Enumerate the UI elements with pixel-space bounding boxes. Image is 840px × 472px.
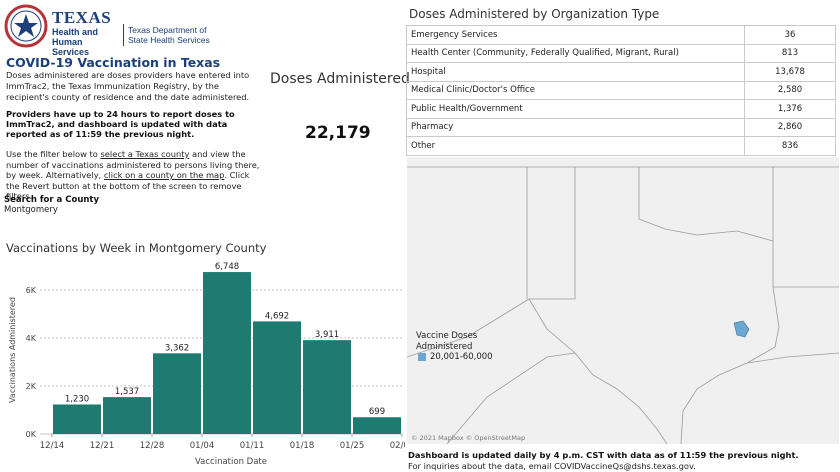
- instructions-text-b: and view the number of vaccinations admi…: [6, 149, 260, 180]
- y-tick-label: 4K: [26, 334, 37, 343]
- bar-value-label: 4,692: [265, 311, 289, 321]
- bar: [53, 404, 101, 434]
- map-legend-swatch: [418, 353, 426, 361]
- mexico-border: [407, 298, 530, 358]
- weekly-vaccinations-bar-chart: 0K 2K 4K 6K 1,230 1,537 3,362 6,748 4,692 3,911 69…: [8, 262, 405, 467]
- bar-value-label: 1,537: [115, 387, 139, 397]
- map-legend-label: 20,001-60,000: [430, 352, 493, 362]
- instructions-text-a: Use the filter below to: [6, 149, 101, 159]
- org-row[interactable]: Health Center (Community, Federally Qual…: [406, 43, 836, 63]
- x-tick-label: 01/18: [290, 441, 315, 451]
- mexico-inner: [446, 352, 576, 444]
- bar: [153, 353, 201, 434]
- weekly-chart-title: Vaccinations by Week in Montgomery Count…: [6, 241, 267, 255]
- bar-value-label: 6,748: [215, 262, 239, 272]
- department-name: Texas Department of State Health Service…: [128, 25, 210, 45]
- org-row[interactable]: Emergency Services 36: [406, 25, 836, 45]
- update-note: Dashboard is updated daily by 4 p.m. CST…: [408, 450, 799, 460]
- agency-subtitle: Health and Human Services: [52, 27, 99, 57]
- doses-administered-value: 22,179: [305, 123, 371, 143]
- x-axis-label: Vaccination Date: [195, 457, 267, 467]
- county-search-input[interactable]: Montgomery: [4, 205, 58, 215]
- montgomery-county-shape: [733, 320, 750, 338]
- reporting-note: Providers have up to 24 hours to report …: [6, 109, 235, 139]
- org-value-cell: 2,860: [744, 117, 836, 137]
- intro-description: Doses administered are doses providers h…: [6, 70, 250, 102]
- select-county-link[interactable]: select a Texas county: [100, 149, 190, 159]
- x-tick-label: 01/11: [240, 441, 265, 451]
- bar: [253, 321, 301, 434]
- click-map-link[interactable]: click on a county on the map: [103, 170, 225, 180]
- org-value-cell: 813: [744, 43, 836, 63]
- agency-name: TEXAS: [52, 8, 112, 27]
- map-attribution[interactable]: © 2021 Mapbox © OpenStreetMap: [411, 434, 526, 442]
- y-tick-label: 6K: [26, 286, 37, 295]
- bar: [303, 340, 351, 434]
- org-row[interactable]: Medical Clinic/Doctor's Office 2,580: [406, 80, 836, 100]
- org-type-cell: Pharmacy: [406, 117, 745, 137]
- org-type-cell: Health Center (Community, Federally Qual…: [406, 43, 745, 63]
- bar: [203, 272, 251, 434]
- x-tick-label: 12/28: [140, 441, 165, 451]
- org-value-cell: 2,580: [744, 80, 836, 100]
- bar-value-label: 3,911: [315, 330, 339, 340]
- page-title: COVID-19 Vaccination in Texas: [6, 55, 221, 70]
- bar-value-label: 3,362: [165, 343, 189, 353]
- y-axis-label: Vaccinations Administered: [8, 297, 17, 403]
- x-tick-label: 02/01: [390, 441, 405, 451]
- org-type-cell: Emergency Services: [406, 25, 745, 45]
- contact-note: For inquiries about the data, email COVI…: [408, 461, 696, 471]
- bar: [103, 397, 151, 434]
- county-map[interactable]: [407, 157, 839, 444]
- county-search-label: Search for a County: [4, 195, 100, 205]
- org-row[interactable]: Other 836: [406, 136, 836, 156]
- org-type-cell: Public Health/Government: [406, 99, 745, 119]
- org-type-cell: Other: [406, 136, 745, 156]
- doses-administered-label: Doses Administered: [270, 71, 410, 87]
- x-tick-label: 12/21: [90, 441, 115, 451]
- x-tick-label: 12/14: [40, 441, 65, 451]
- filter-instructions: Use the filter below to select a Texas c…: [6, 149, 264, 202]
- bar: [353, 417, 401, 434]
- org-value-cell: 1,376: [744, 99, 836, 119]
- org-table-title: Doses Administered by Organization Type: [409, 7, 660, 21]
- org-type-table: Emergency Services 36 Health Center (Commu…: [406, 25, 836, 156]
- texas-map-svg[interactable]: [407, 157, 839, 444]
- org-row[interactable]: Hospital 13,678: [406, 62, 836, 82]
- org-row[interactable]: Public Health/Government 1,376: [406, 99, 836, 119]
- org-value-cell: 836: [744, 136, 836, 156]
- y-tick-label: 0K: [26, 430, 37, 439]
- org-row[interactable]: Pharmacy 2,860: [406, 117, 836, 137]
- y-tick-label: 2K: [26, 382, 37, 391]
- texas-border-west: [528, 167, 668, 444]
- org-value-cell: 13,678: [744, 62, 836, 82]
- map-legend-title: Vaccine Doses Administered: [416, 331, 478, 352]
- org-value-cell: 36: [744, 25, 836, 45]
- org-type-cell: Medical Clinic/Doctor's Office: [406, 80, 745, 100]
- org-type-cell: Hospital: [406, 62, 745, 82]
- x-tick-label: 01/04: [190, 441, 215, 451]
- texas-border: [575, 166, 780, 444]
- x-tick-label: 01/25: [340, 441, 365, 451]
- bar-value-label: 699: [369, 407, 385, 417]
- instructions-text-c: . Click the Revert button at the bottom …: [6, 170, 250, 201]
- coast-line: [746, 352, 839, 364]
- bar-value-label: 1,230: [65, 394, 89, 404]
- header-divider: [123, 24, 124, 46]
- texas-hhs-seal-logo: [4, 4, 48, 48]
